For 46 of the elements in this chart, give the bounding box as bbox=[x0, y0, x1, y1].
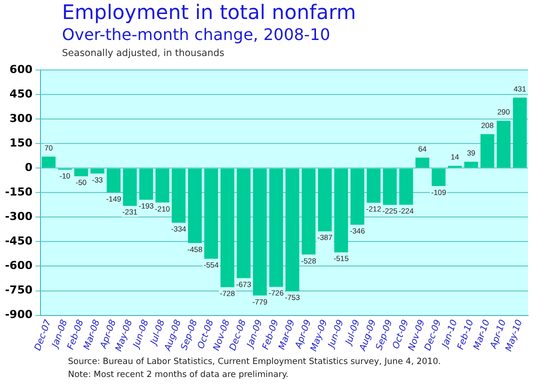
y-tick-label: 0 bbox=[24, 160, 33, 174]
bar bbox=[220, 168, 234, 288]
bar bbox=[42, 156, 56, 168]
bar bbox=[432, 168, 446, 186]
y-tick-label: -600 bbox=[4, 259, 33, 272]
bar bbox=[252, 168, 267, 296]
bar bbox=[334, 168, 348, 252]
bar bbox=[172, 168, 186, 223]
bar bbox=[285, 168, 300, 292]
y-tick-label: -300 bbox=[4, 210, 33, 224]
y-tick-label: -900 bbox=[4, 308, 33, 322]
bar bbox=[399, 168, 414, 205]
y-tick-label: -150 bbox=[4, 186, 33, 199]
y-tick-label: 300 bbox=[10, 112, 33, 125]
bar bbox=[204, 168, 218, 259]
bar bbox=[236, 168, 251, 278]
y-tick-label: 600 bbox=[10, 62, 33, 76]
bar bbox=[139, 168, 154, 200]
bar bbox=[366, 168, 381, 203]
bar bbox=[74, 168, 88, 176]
bar bbox=[122, 168, 137, 206]
bar bbox=[188, 168, 202, 244]
bar bbox=[480, 134, 494, 168]
bar bbox=[155, 168, 170, 202]
y-tick-label: -750 bbox=[4, 284, 33, 297]
y-tick-label: 450 bbox=[10, 87, 33, 100]
chart-title: Employment in total nonfarm bbox=[62, 0, 356, 24]
bar bbox=[90, 168, 104, 174]
y-axis-title: Seasonally adjusted, in thousands bbox=[62, 48, 224, 59]
text: Note: Most recent 2 months of data are preliminary. bbox=[68, 369, 290, 382]
bar bbox=[302, 168, 316, 254]
bar bbox=[496, 120, 511, 168]
bar bbox=[350, 168, 364, 225]
bar bbox=[382, 168, 397, 205]
y-tick-label: 150 bbox=[10, 136, 33, 150]
bar bbox=[269, 168, 284, 287]
source-note: Source: Bureau of Labor Statistics, Current Employment Statistics survey, June 4, 2010. bbox=[68, 356, 441, 369]
bar bbox=[464, 162, 478, 168]
y-tick-label: -450 bbox=[4, 234, 33, 248]
bar bbox=[415, 158, 430, 168]
chart-subtitle: Over-the-month change, 2008-10 bbox=[62, 25, 330, 44]
bar bbox=[318, 168, 332, 232]
bar bbox=[512, 98, 527, 168]
x-tick-label: Jun-08 bbox=[131, 318, 152, 351]
bar bbox=[106, 168, 121, 192]
x-tick-label: Jun-09 bbox=[326, 318, 346, 351]
